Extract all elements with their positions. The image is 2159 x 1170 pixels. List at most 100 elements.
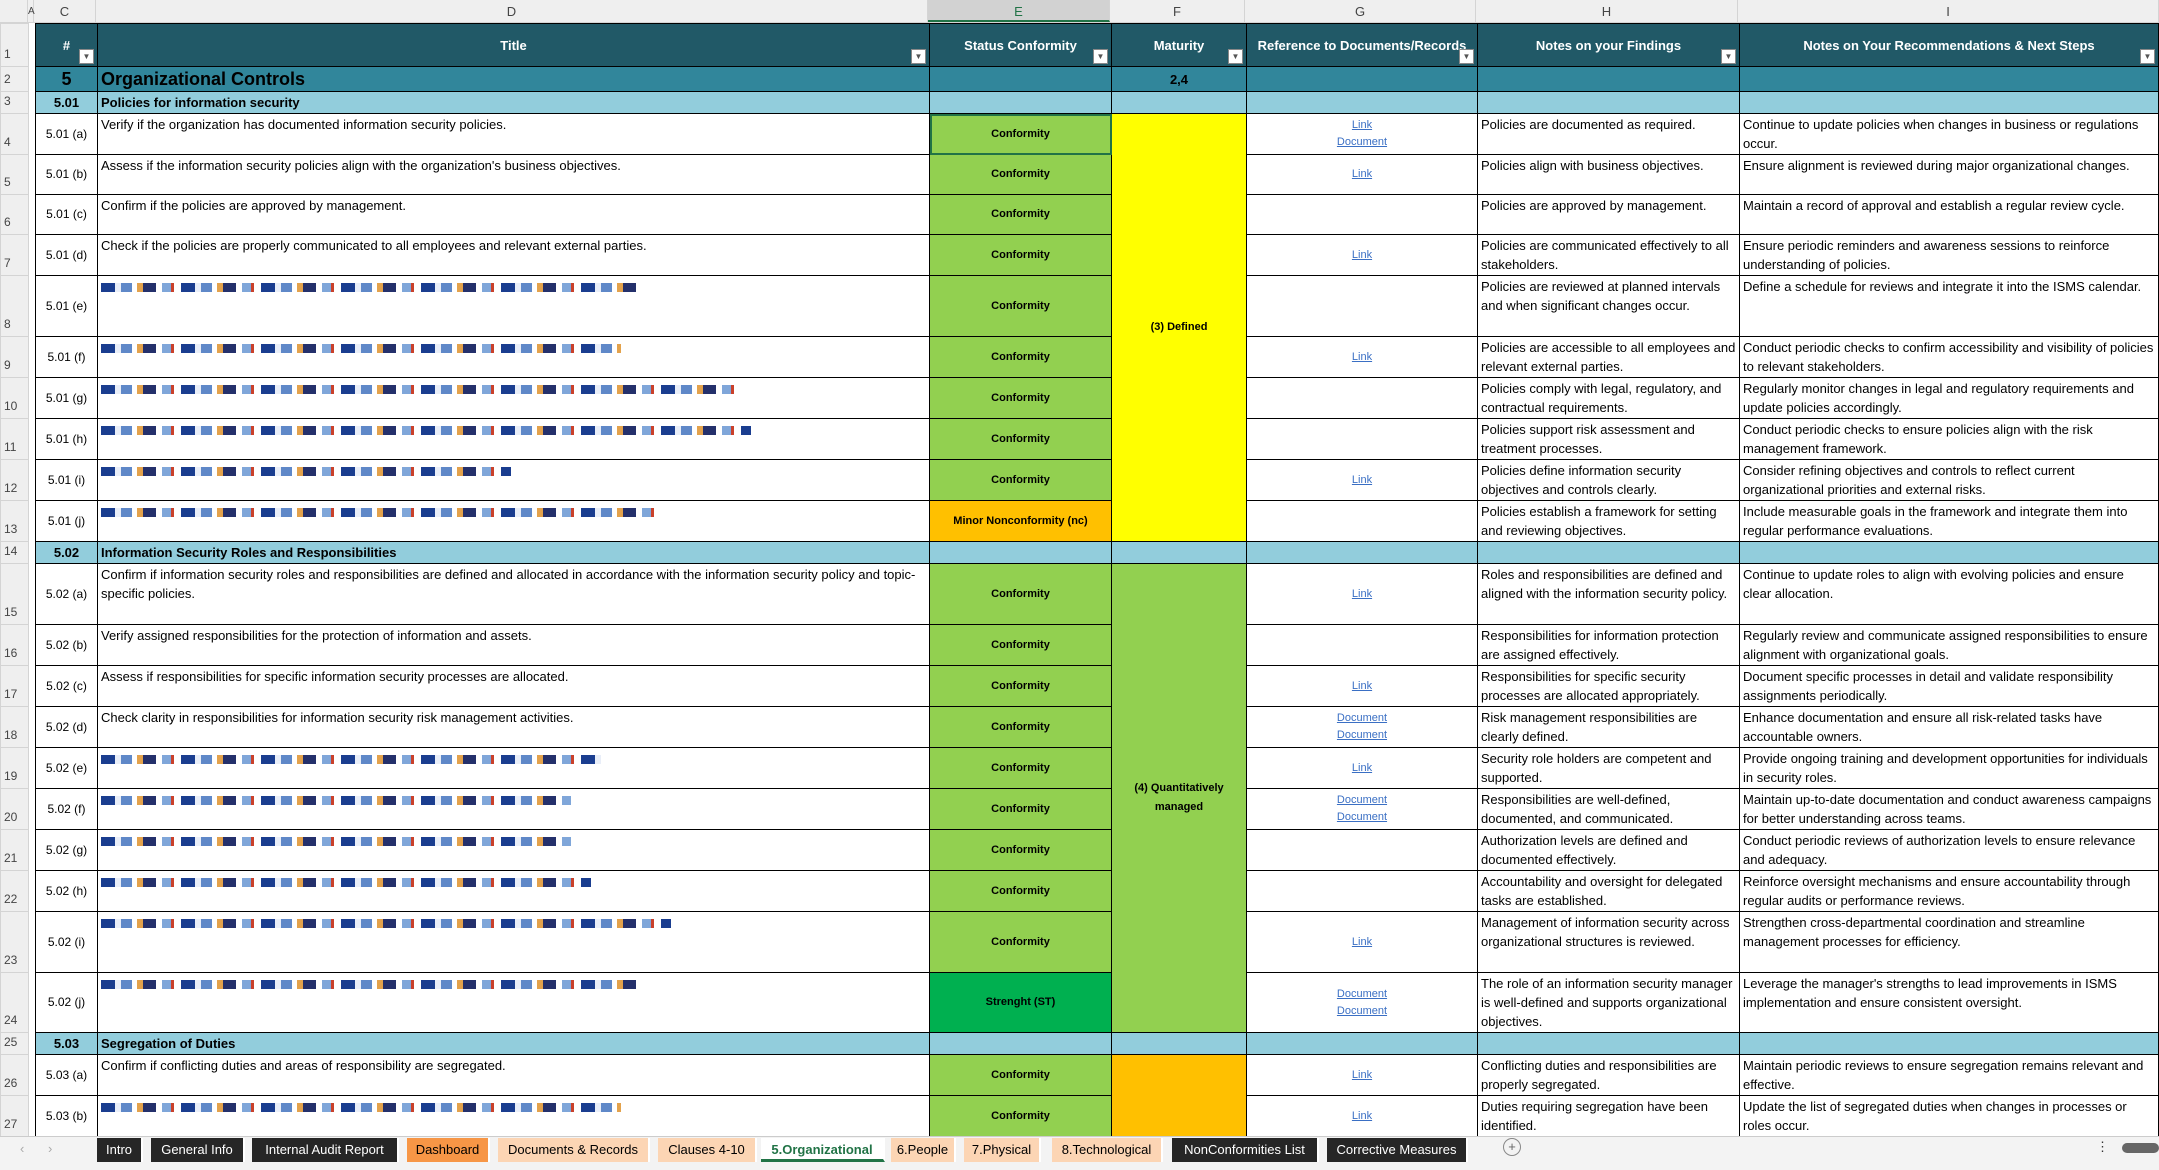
reference-link[interactable]: Document [1336,712,1388,724]
recommendations-note[interactable]: Continue to update policies when changes… [1739,113,2159,155]
reference-cell[interactable] [1246,275,1478,337]
recommendations-note[interactable]: Ensure periodic reminders and awareness … [1739,234,2159,276]
recommendations-note[interactable]: Conduct periodic checks to ensure polici… [1739,418,2159,460]
status-conformity[interactable]: Conformity [929,459,1112,501]
row-number[interactable]: 21 [0,829,29,871]
reference-link[interactable]: Link [1351,761,1373,774]
subsection-number[interactable]: 5.02 [35,541,98,564]
spreadsheet-grid[interactable]: 1 # ▼ Title ▼ Status Conformity ▼ Maturity ▼… [0,23,2159,1136]
row-number[interactable]: 8 [0,275,29,337]
control-id[interactable]: 5.01 (a) [35,113,98,155]
reference-cell[interactable]: Document Document [1246,972,1478,1033]
reference-link[interactable]: Link [1351,168,1373,180]
control-title-redacted[interactable] [97,972,930,1033]
filter-dropdown-icon[interactable]: ▼ [911,49,926,64]
control-id[interactable]: 5.02 (d) [35,706,98,748]
findings-note[interactable]: Policies support risk assessment and tre… [1477,418,1740,460]
col-header-h[interactable]: H [1476,0,1738,22]
row-number[interactable]: 14 [0,541,29,564]
col-header-c[interactable]: C [34,0,96,22]
row-number[interactable]: 1 [0,23,29,67]
reference-cell[interactable] [1246,194,1478,235]
sheet-tab[interactable]: 5.Organizational [761,1138,885,1162]
sheet-tab[interactable]: Intro [97,1138,143,1162]
control-id[interactable]: 5.02 (i) [35,911,98,973]
findings-note[interactable]: Risk management responsibilities are cle… [1477,706,1740,748]
recommendations-note[interactable]: Regularly review and communicate assigne… [1739,624,2159,666]
recommendations-note[interactable]: Consider refining objectives and control… [1739,459,2159,501]
reference-cell[interactable] [1246,829,1478,871]
reference-link[interactable]: Link [1351,587,1373,600]
row-number[interactable]: 7 [0,234,29,276]
control-id[interactable]: 5.02 (e) [35,747,98,789]
control-title[interactable]: Check clarity in responsibilities for in… [97,706,930,748]
row-number[interactable]: 15 [0,563,29,625]
recommendations-note[interactable]: Ensure alignment is reviewed during majo… [1739,154,2159,195]
control-title[interactable]: Assess if the information security polic… [97,154,930,195]
reference-link[interactable]: Document [1336,1004,1388,1017]
reference-cell[interactable] [1246,500,1478,542]
control-title[interactable]: Verify if the organization has documente… [97,113,930,155]
sheet-tab[interactable]: Corrective Measures [1327,1138,1468,1162]
control-id[interactable]: 5.02 (h) [35,870,98,912]
status-conformity[interactable]: Conformity [929,665,1112,707]
sheet-tab[interactable]: Internal Audit Report [252,1138,399,1162]
row-number[interactable]: 24 [0,972,29,1033]
row-number[interactable]: 23 [0,911,29,973]
section-title[interactable]: Organizational Controls [97,66,930,92]
sheet-tab[interactable]: Clauses 4-10 [658,1138,757,1162]
reference-link[interactable]: Link [1351,119,1373,131]
recommendations-note[interactable]: Enhance documentation and ensure all ris… [1739,706,2159,748]
reference-cell[interactable]: Link [1246,1095,1478,1136]
reference-cell[interactable]: Link [1246,1054,1478,1096]
col-header-g[interactable]: G [1245,0,1476,22]
control-title-redacted[interactable] [97,418,930,460]
status-conformity[interactable]: Conformity▼ [929,113,1112,155]
findings-note[interactable]: Responsibilities are well-defined, docum… [1477,788,1740,830]
row-number[interactable]: 4 [0,113,29,155]
select-all[interactable] [0,0,28,22]
reference-cell[interactable]: Link Document [1246,113,1478,155]
recommendations-note[interactable]: Conduct periodic checks to confirm acces… [1739,336,2159,378]
reference-link[interactable]: Link [1351,350,1373,363]
findings-note[interactable]: Policies align with business objectives. [1477,154,1740,195]
findings-note[interactable]: Duties requiring segregation have been i… [1477,1095,1740,1136]
recommendations-note[interactable]: Maintain periodic reviews to ensure segr… [1739,1054,2159,1096]
sheet-tab[interactable]: Documents & Records [498,1138,650,1162]
reference-cell[interactable]: Document Document [1246,788,1478,830]
add-sheet-icon[interactable]: + [1503,1138,1521,1156]
reference-link[interactable]: Link [1351,1068,1373,1081]
reference-link[interactable]: Document [1336,136,1388,148]
control-id[interactable]: 5.01 (g) [35,377,98,419]
scroll-tabs-right-icon[interactable]: › [48,1141,53,1156]
control-title-redacted[interactable] [97,788,930,830]
status-conformity[interactable]: Conformity [929,911,1112,973]
reference-cell[interactable]: Link [1246,563,1478,625]
status-conformity[interactable]: Conformity [929,870,1112,912]
findings-note[interactable]: Responsibilities for specific security p… [1477,665,1740,707]
findings-note[interactable]: Roles and responsibilities are defined a… [1477,563,1740,625]
reference-link[interactable]: Link [1351,473,1373,486]
section-maturity-score[interactable]: 2,4 [1111,66,1247,92]
control-title[interactable]: Check if the policies are properly commu… [97,234,930,276]
row-number[interactable]: 26 [0,1054,29,1096]
control-title[interactable]: Assess if responsibilities for specific … [97,665,930,707]
control-id[interactable]: 5.02 (c) [35,665,98,707]
filter-dropdown-icon[interactable]: ▼ [1228,49,1243,64]
control-title-redacted[interactable] [97,336,930,378]
filter-dropdown-icon[interactable]: ▼ [79,49,94,64]
sheet-tab[interactable]: 8.Technological [1052,1138,1163,1162]
reference-cell[interactable]: Link [1246,234,1478,276]
recommendations-note[interactable]: Regularly monitor changes in legal and r… [1739,377,2159,419]
status-conformity[interactable]: Conformity [929,1054,1112,1096]
findings-note[interactable]: Policies comply with legal, regulatory, … [1477,377,1740,419]
status-conformity[interactable]: Conformity [929,624,1112,666]
recommendations-note[interactable]: Document specific processes in detail an… [1739,665,2159,707]
reference-cell[interactable] [1246,418,1478,460]
filter-dropdown-icon[interactable]: ▼ [1721,49,1736,64]
reference-cell[interactable]: Link [1246,665,1478,707]
findings-note[interactable]: Policies are approved by management. [1477,194,1740,235]
control-title[interactable]: Confirm if information security roles an… [97,563,930,625]
filter-dropdown-icon[interactable]: ▼ [2140,49,2155,64]
reference-cell[interactable]: Link [1246,154,1478,195]
